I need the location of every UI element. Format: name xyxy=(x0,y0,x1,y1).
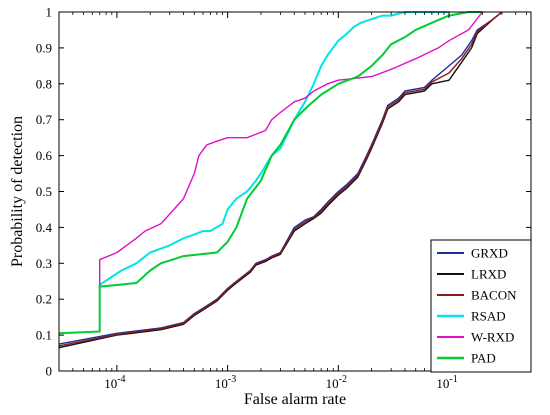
x-tick-base: 10 xyxy=(436,376,449,391)
x-tick-exponent: -4 xyxy=(117,374,125,385)
x-axis-label: False alarm rate xyxy=(244,391,346,408)
legend: GRXD LRXD BACON RSAD W-RXD PAD xyxy=(430,239,532,373)
y-tick-label: 0.1 xyxy=(36,328,52,343)
x-tick-base: 10 xyxy=(326,376,339,391)
y-tick-label: 0.9 xyxy=(36,40,52,55)
legend-box xyxy=(430,239,532,373)
x-tick-label: 10-2 xyxy=(326,374,347,391)
x-tick-label: 10-3 xyxy=(215,374,236,391)
series-line-pad xyxy=(58,11,483,335)
x-tick-base: 10 xyxy=(104,376,117,391)
y-tick-label: 0.2 xyxy=(36,292,52,307)
x-tick-base: 10 xyxy=(215,376,228,391)
x-tick-label: 10-4 xyxy=(104,374,125,391)
legend-label-w-rxd: W-RXD xyxy=(471,330,514,345)
legend-label-lrxd: LRXD xyxy=(471,267,506,282)
x-tick-exponent: -3 xyxy=(228,374,236,385)
legend-label-pad: PAD xyxy=(471,351,496,366)
y-tick-label: 0.7 xyxy=(36,112,53,127)
legend-label-bacon: BACON xyxy=(471,288,517,303)
x-tick-exponent: -1 xyxy=(449,374,457,385)
y-tick-label: 0.8 xyxy=(36,76,52,91)
x-tick-label: 10-1 xyxy=(436,374,457,391)
y-tick-label: 0.3 xyxy=(36,256,52,271)
y-tick-label: 0.6 xyxy=(36,148,53,163)
y-tick-label: 0 xyxy=(46,364,53,379)
y-tick-label: 0.4 xyxy=(36,220,53,235)
y-axis-label: Probability of detection xyxy=(9,116,26,267)
legend-label-rsad: RSAD xyxy=(471,309,506,324)
series-line-lrxd xyxy=(58,11,503,349)
x-tick-exponent: -2 xyxy=(339,374,347,385)
y-tick-label: 1 xyxy=(46,5,53,20)
series-line-rsad xyxy=(98,11,449,289)
y-tick-label: 0.5 xyxy=(36,184,52,199)
series-layer xyxy=(58,11,503,349)
series-line-bacon xyxy=(58,11,503,347)
legend-label-grxd: GRXD xyxy=(471,246,508,261)
series-line-w-rxd xyxy=(98,11,483,289)
